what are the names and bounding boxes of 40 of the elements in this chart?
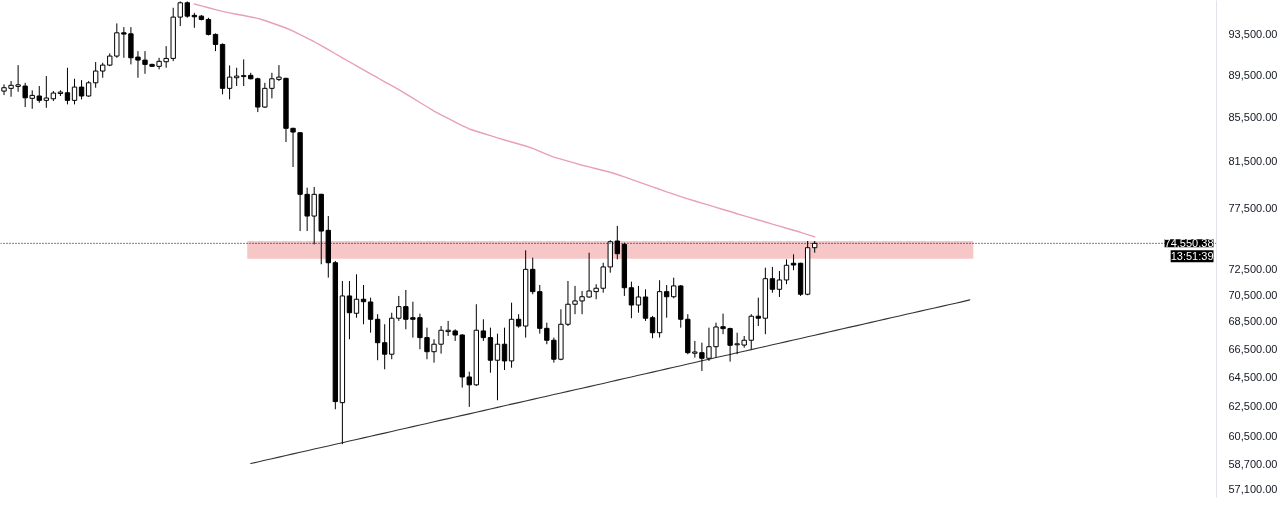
candlestick [642,288,649,322]
y-tick-label: 93,500.00 [1228,28,1278,41]
y-tick-label: 70,500.00 [1228,288,1278,301]
candlestick [649,315,656,339]
candlestick [353,273,360,319]
candlestick [769,266,776,294]
candlestick [71,78,78,105]
candlestick [494,333,501,401]
candlestick [487,327,494,374]
line-series [250,299,971,465]
candlestick [78,79,85,100]
y-tick-label: 58,700.00 [1228,457,1278,470]
y-tick-label: 60,500.00 [1228,430,1278,443]
y-tick-label: 81,500.00 [1228,155,1278,168]
y-tick-label: 77,500.00 [1228,201,1278,214]
y-tick-label: 89,500.00 [1228,68,1278,81]
candlestick [480,318,487,342]
ref-line-label: 74,550.38 [1164,237,1214,250]
candlestick [346,280,353,340]
candlestick [374,313,381,361]
y-tick-label: 72,500.00 [1228,263,1278,276]
candlestick [783,258,790,285]
line-series [193,3,816,238]
candlestick [628,281,635,319]
candlestick [226,64,233,100]
text: 13:51:39 [1170,250,1214,263]
candlestick [663,284,670,319]
y-tick-label: 66,500.00 [1228,342,1278,355]
y-tick-label: 85,500.00 [1228,110,1278,123]
candlestick [233,67,240,87]
y-tick-label: 57,100.00 [1228,483,1278,496]
candlestick [64,67,71,105]
y-tick-label: 62,500.00 [1228,400,1278,413]
candlestick [635,285,642,314]
y-tick-label: 64,500.00 [1228,370,1278,383]
candlestick [544,322,550,345]
candlestick [501,327,508,371]
y-tick-label: 68,500.00 [1228,315,1278,328]
candlestick [367,297,374,334]
candlestick [776,270,783,298]
